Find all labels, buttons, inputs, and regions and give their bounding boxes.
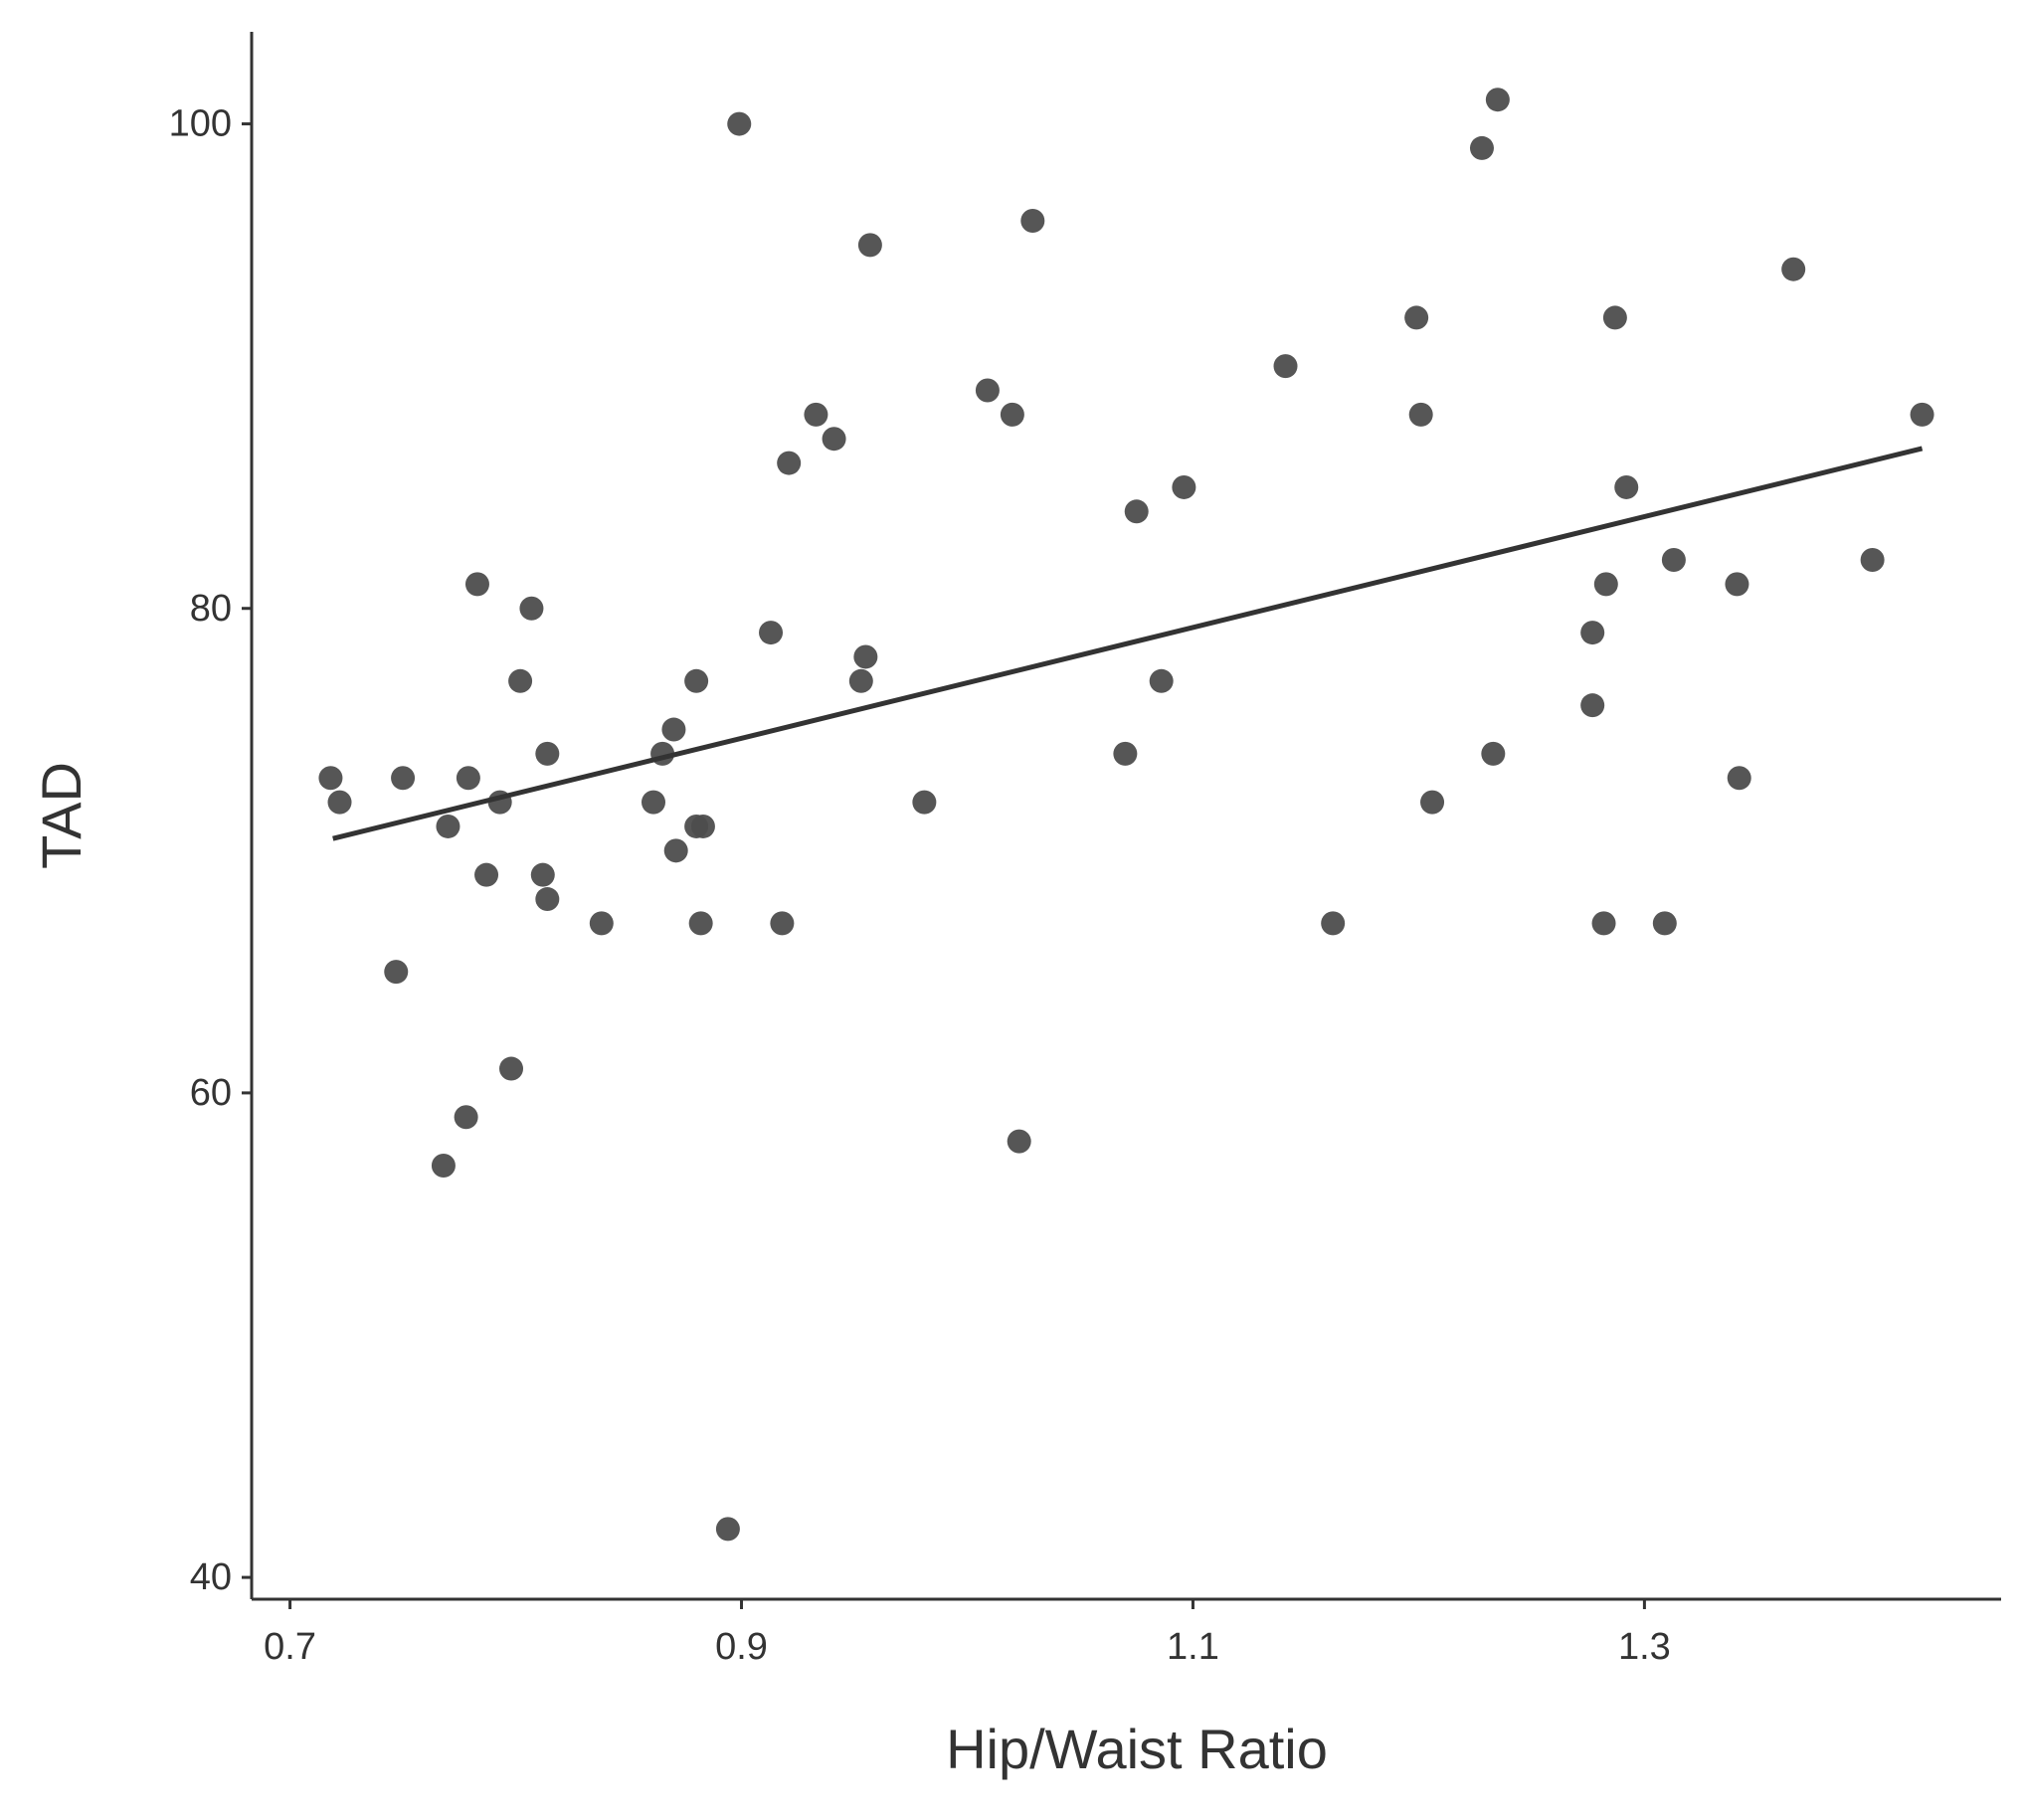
y-tick-label: 80 bbox=[190, 588, 232, 630]
point bbox=[436, 814, 460, 838]
trend-line bbox=[332, 446, 1924, 841]
point bbox=[1420, 790, 1445, 815]
point bbox=[1727, 766, 1751, 791]
point bbox=[589, 911, 614, 936]
point bbox=[1910, 402, 1934, 427]
point bbox=[530, 862, 555, 887]
point bbox=[318, 766, 343, 791]
point bbox=[1020, 208, 1045, 233]
point bbox=[431, 1153, 456, 1178]
point bbox=[535, 741, 560, 766]
point bbox=[1000, 402, 1024, 427]
point bbox=[853, 644, 878, 669]
x-tick-label: 0.7 bbox=[264, 1626, 316, 1668]
point bbox=[1614, 474, 1639, 499]
point bbox=[857, 233, 882, 258]
point bbox=[1652, 911, 1677, 936]
x-tick-label: 0.9 bbox=[715, 1626, 768, 1668]
point bbox=[688, 911, 713, 936]
point bbox=[848, 668, 873, 693]
point bbox=[1124, 499, 1149, 524]
point bbox=[1860, 548, 1885, 573]
point bbox=[642, 790, 666, 815]
point bbox=[456, 766, 480, 791]
point bbox=[1408, 402, 1433, 427]
point bbox=[454, 1105, 478, 1130]
point bbox=[1469, 135, 1494, 160]
x-tick-label: 1.1 bbox=[1167, 1626, 1219, 1668]
point bbox=[391, 766, 416, 791]
point bbox=[727, 111, 752, 136]
point bbox=[1591, 911, 1616, 936]
point bbox=[684, 668, 709, 693]
point bbox=[759, 621, 784, 645]
y-tick-label: 100 bbox=[169, 103, 232, 145]
point bbox=[1602, 305, 1627, 330]
point bbox=[1593, 572, 1618, 597]
point bbox=[690, 814, 715, 838]
y-tick-label: 60 bbox=[190, 1072, 232, 1114]
y-tick-label: 40 bbox=[190, 1556, 232, 1598]
point bbox=[1580, 693, 1605, 718]
point bbox=[499, 1056, 524, 1081]
point bbox=[1404, 305, 1429, 330]
point bbox=[1172, 474, 1196, 499]
point bbox=[474, 862, 499, 887]
point bbox=[327, 790, 352, 815]
point bbox=[663, 838, 688, 863]
point bbox=[1321, 911, 1346, 936]
point bbox=[975, 378, 1000, 403]
x-axis-title: Hip/Waist Ratio bbox=[946, 1718, 1328, 1780]
point bbox=[822, 427, 846, 452]
point bbox=[519, 596, 544, 621]
point bbox=[1273, 354, 1298, 379]
point bbox=[715, 1517, 740, 1542]
point bbox=[1485, 88, 1510, 112]
point bbox=[804, 402, 828, 427]
point bbox=[1781, 257, 1806, 281]
point bbox=[770, 911, 795, 936]
x-tick-label: 1.3 bbox=[1618, 1626, 1671, 1668]
point bbox=[777, 451, 802, 475]
point bbox=[535, 887, 560, 912]
point bbox=[508, 668, 533, 693]
point bbox=[1113, 741, 1138, 766]
point bbox=[661, 717, 686, 742]
point bbox=[1481, 741, 1506, 766]
point bbox=[912, 790, 937, 815]
point bbox=[1580, 621, 1605, 645]
point bbox=[1661, 548, 1686, 573]
point bbox=[1149, 668, 1174, 693]
y-axis-title: TAD bbox=[30, 762, 92, 869]
point bbox=[1725, 572, 1749, 597]
point bbox=[464, 572, 489, 597]
point bbox=[1007, 1129, 1031, 1154]
point bbox=[384, 960, 409, 985]
